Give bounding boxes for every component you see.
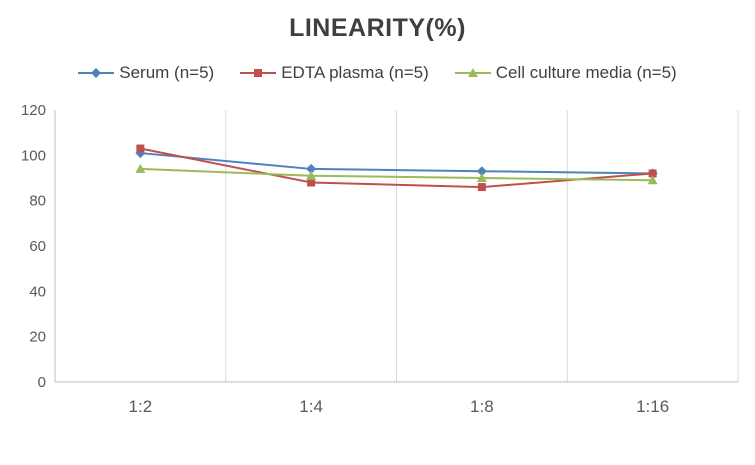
data-point [135,163,146,173]
data-point [306,170,317,180]
y-tick-label: 40 [29,283,46,300]
legend-item-serum: Serum (n=5) [78,63,214,83]
x-tick-label: 1:2 [129,397,153,416]
cell-culture-media-line-triangle-icon [454,68,491,77]
data-point [477,183,486,192]
chart-title: LINEARITY(%) [289,14,466,42]
x-tick-label: 1:4 [299,397,323,416]
x-tick-label: 1:16 [636,397,669,416]
legend-item-cell-culture-media: Cell culture media (n=5) [454,63,677,83]
data-point [476,173,487,182]
series-line-cell [140,167,653,182]
legend-label-serum: Serum (n=5) [119,63,215,82]
y-tick-label: 120 [21,102,46,119]
y-tick-label: 0 [38,374,46,391]
plot-area: 0 20 40 60 80 100 120 1:2 1:4 1:8 1:16 [21,102,739,416]
legend-item-edta-plasma: EDTA plasma (n=5) [240,63,429,83]
series-line-edta [140,147,653,189]
y-tick-label: 100 [21,147,46,164]
data-point [307,178,316,187]
x-tick-label: 1:8 [470,397,494,416]
chart-legend: Serum (n=5) EDTA plasma (n=5) Cell cultu… [0,63,755,83]
data-point [306,163,317,174]
legend-marker-shape [467,68,478,77]
y-tick-label: 60 [29,238,46,255]
y-tick-label: 20 [29,329,46,346]
data-point [476,166,487,177]
legend-marker-shape [254,69,263,77]
legend-label-cell-culture-media: Cell culture media (n=5) [495,63,677,82]
data-point [136,144,145,153]
linearity-chart: LINEARITY(%) Serum (n=5) EDTA plasma (n=… [0,14,755,465]
data-point [647,175,658,185]
legend-label-edta-plasma: EDTA plasma (n=5) [281,63,429,82]
data-point [648,169,657,178]
y-tick-label: 80 [29,193,46,210]
serum-line-diamond-icon [78,68,115,78]
legend-marker-shape [91,68,102,78]
edta-plasma-line-square-icon [240,69,277,77]
series-line-serum [140,152,653,175]
